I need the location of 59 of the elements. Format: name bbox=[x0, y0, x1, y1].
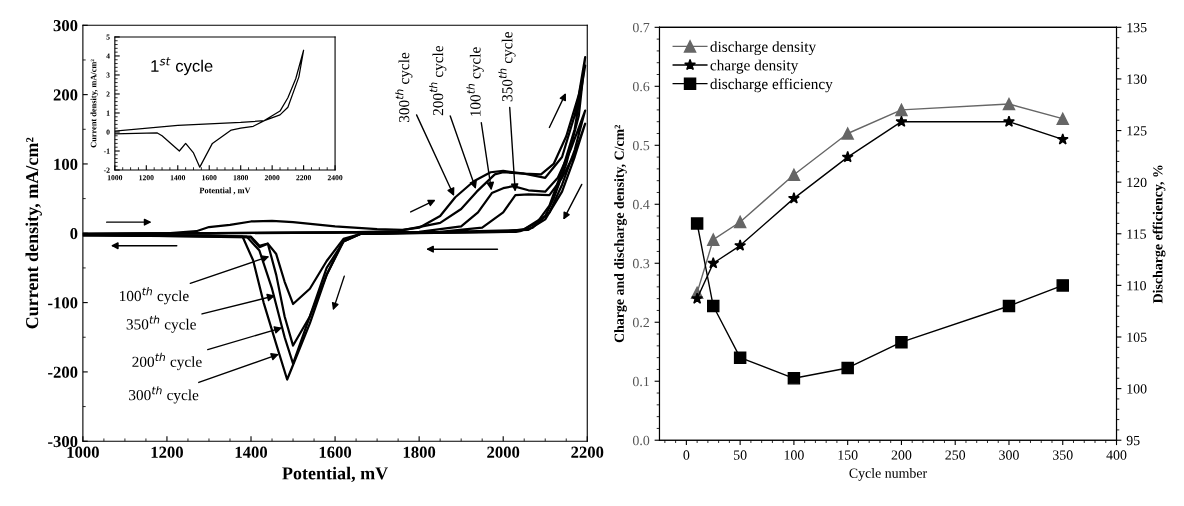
y-tick-label: 0.3 bbox=[632, 258, 650, 269]
y2-tick-label: 130 bbox=[1127, 74, 1147, 84]
y-axis-title: Charge and discharge density, C/cm² bbox=[614, 124, 627, 343]
x-tick-label: 0 bbox=[683, 450, 690, 460]
x-tick-label: 250 bbox=[945, 450, 966, 460]
y-tick-label: 0.0 bbox=[632, 435, 650, 446]
x-tick-label: 1400 bbox=[235, 446, 268, 458]
y2-tick-label: 125 bbox=[1127, 126, 1147, 136]
legend-label: discharge density bbox=[710, 41, 817, 56]
y-tick-label: 0.5 bbox=[632, 140, 650, 151]
y2-tick-label: 120 bbox=[1127, 177, 1147, 188]
x-tick-label: 1800 bbox=[403, 446, 436, 458]
y2-axis-title: Discharge efficiency, % bbox=[1152, 165, 1166, 304]
x-tick-label: 1200 bbox=[151, 446, 183, 458]
x-tick-label: 400 bbox=[1106, 450, 1127, 460]
x-tick-label: 150 bbox=[838, 450, 858, 460]
y-tick-label: 300 bbox=[53, 20, 78, 32]
x-tick-label: 1600 bbox=[319, 446, 352, 458]
y-tick-label: 100 bbox=[54, 158, 78, 170]
y2-tick-label: 95 bbox=[1126, 435, 1140, 446]
x-tick-label: 200 bbox=[891, 450, 912, 460]
x-tick-label: 2200 bbox=[571, 446, 604, 458]
y-tick-label: 0 bbox=[70, 227, 78, 240]
x-tick-label: 2000 bbox=[487, 446, 520, 458]
y2-tick-label: 100 bbox=[1127, 384, 1147, 394]
y2-tick-label: 135 bbox=[1127, 22, 1147, 33]
annotation: 100$^{th}$ cycle bbox=[120, 287, 189, 305]
legend-label: discharge efficiency bbox=[710, 78, 833, 93]
x-tick-label: 1000 bbox=[67, 446, 99, 458]
y-axis-title: Current density, mA/cm² bbox=[90, 59, 99, 148]
x-tick-label: 50 bbox=[734, 450, 747, 460]
y-tick-label: 0.2 bbox=[632, 317, 649, 328]
y-tick-label: 0.4 bbox=[632, 199, 650, 210]
annotation: 350$^{th}$ cycle bbox=[126, 315, 196, 333]
y-tick-label: 0.7 bbox=[632, 22, 650, 33]
x-tick-label: 100 bbox=[784, 450, 804, 460]
annotation: 200$^{th}$ cycle bbox=[132, 352, 202, 371]
legend-label: charge density bbox=[710, 59, 799, 74]
y-tick-label: 0.6 bbox=[632, 81, 650, 92]
y-tick-label: -200 bbox=[48, 366, 78, 378]
x-tick-label: 300 bbox=[999, 450, 1019, 460]
x-axis-title: Potential , mV bbox=[199, 187, 251, 195]
y2-tick-label: 105 bbox=[1127, 332, 1147, 342]
annotation: 100$^{th}$ cycle bbox=[466, 47, 484, 116]
x-axis-title: Cycle number bbox=[849, 468, 928, 481]
y-tick-label: -300 bbox=[48, 435, 78, 448]
annotation: 300$^{th}$ cycle bbox=[395, 52, 413, 123]
y-axis-title: Current density, mA/cm² bbox=[25, 137, 42, 329]
x-tick-label: 350 bbox=[1052, 450, 1073, 460]
annotation: 200$^{th}$ cycle bbox=[429, 45, 447, 116]
y-tick-label: 0.1 bbox=[632, 376, 649, 387]
y-tick-label: -100 bbox=[48, 297, 78, 309]
annotation: 350$^{th}$ cycle bbox=[498, 31, 516, 102]
x-axis-title: Potential, mV bbox=[282, 466, 389, 483]
annotation: 300$^{th}$ cycle bbox=[129, 386, 199, 404]
y2-tick-label: 115 bbox=[1127, 229, 1146, 239]
y2-tick-label: 110 bbox=[1127, 280, 1147, 291]
y-tick-label: 200 bbox=[53, 89, 78, 101]
annotation: 1$^{st}$ cycle bbox=[151, 57, 213, 76]
